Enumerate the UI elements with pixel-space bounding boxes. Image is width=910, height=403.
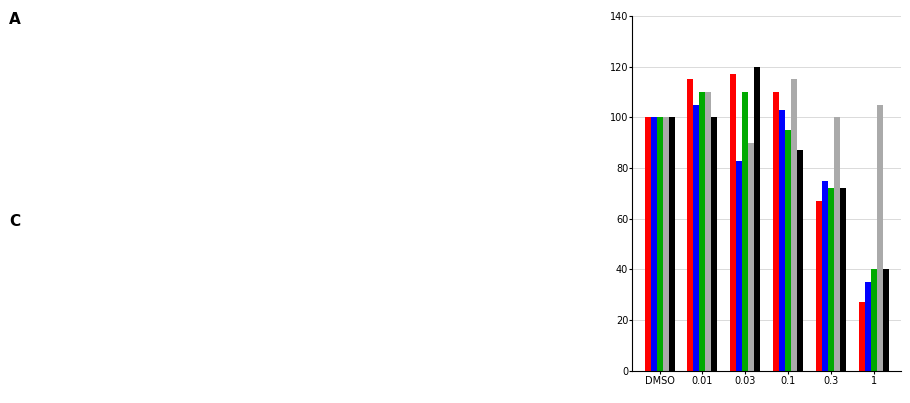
- Bar: [700, 92, 705, 371]
- Bar: [754, 67, 760, 371]
- Bar: [748, 143, 754, 371]
- Bar: [644, 117, 651, 371]
- Bar: [859, 302, 864, 371]
- Bar: [693, 105, 700, 371]
- Bar: [779, 110, 785, 371]
- Bar: [785, 130, 791, 371]
- Bar: [864, 282, 871, 371]
- Bar: [840, 188, 846, 371]
- Bar: [883, 270, 889, 371]
- Bar: [816, 201, 822, 371]
- Bar: [712, 117, 717, 371]
- Bar: [657, 117, 662, 371]
- Bar: [651, 117, 657, 371]
- Bar: [871, 270, 876, 371]
- Bar: [828, 188, 834, 371]
- Bar: [797, 150, 803, 371]
- Bar: [774, 92, 779, 371]
- Text: C: C: [9, 214, 21, 229]
- Bar: [731, 75, 736, 371]
- Bar: [876, 105, 883, 371]
- Text: A: A: [9, 12, 21, 27]
- Bar: [834, 117, 840, 371]
- Bar: [822, 181, 828, 371]
- Bar: [662, 117, 669, 371]
- Bar: [687, 79, 693, 371]
- Bar: [791, 79, 797, 371]
- Bar: [705, 92, 712, 371]
- Bar: [743, 92, 748, 371]
- Bar: [669, 117, 674, 371]
- Bar: [736, 160, 743, 371]
